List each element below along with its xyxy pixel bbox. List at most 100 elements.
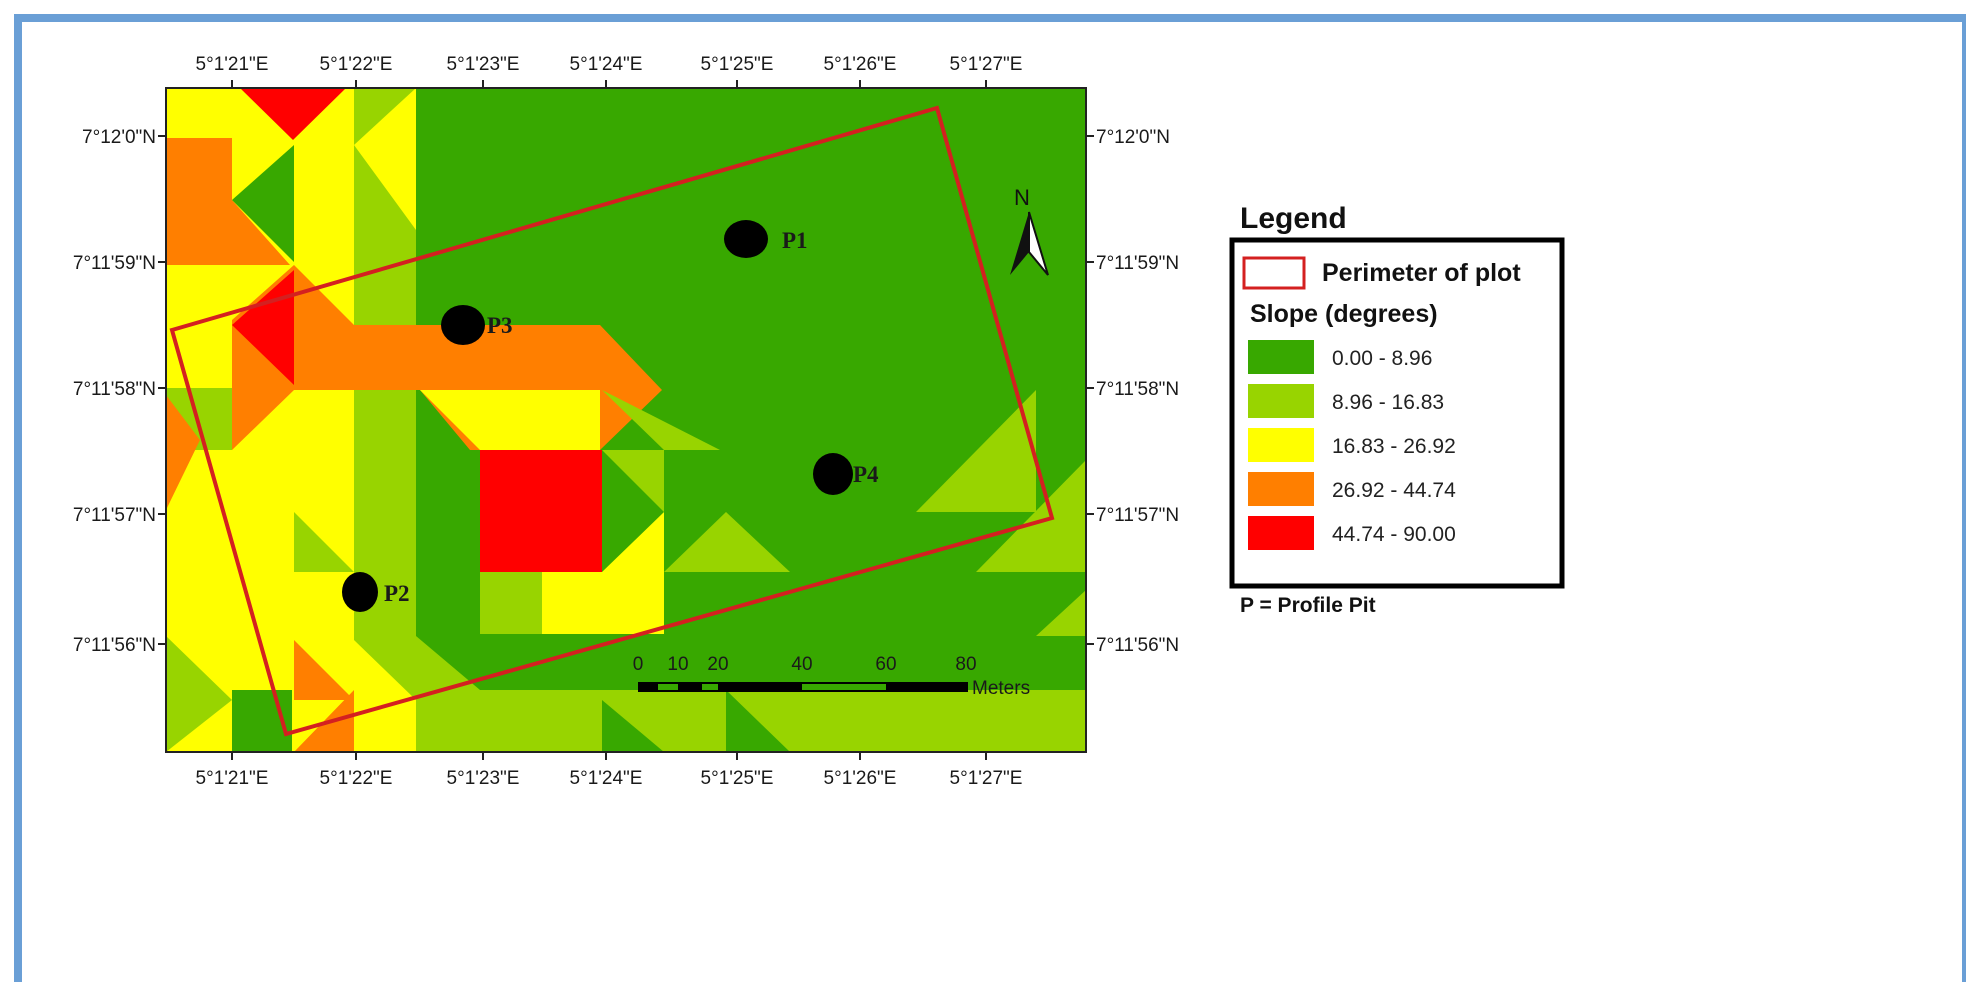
legend-swatch xyxy=(1248,340,1314,374)
slope-zone xyxy=(480,450,602,572)
slope-zone xyxy=(232,145,294,262)
x-tick-label-top: 5°1'21"E xyxy=(196,54,269,75)
x-tick-label-top: 5°1'27"E xyxy=(950,54,1023,75)
north-label: N xyxy=(1014,185,1030,210)
x-tick-label-top: 5°1'23"E xyxy=(447,54,520,75)
north-arrow-icon: N xyxy=(1010,185,1049,276)
y-tick-label-right: 7°11'56"N xyxy=(1096,635,1179,656)
y-tick-label-left: 7°12'0"N xyxy=(82,127,156,148)
y-tick-label-right: 7°11'57"N xyxy=(1096,505,1179,526)
profile-pit-label: P1 xyxy=(782,228,808,253)
slope-zone xyxy=(166,138,290,265)
scale-tick-20: 20 xyxy=(707,654,728,675)
scale-bar: 0 10 20 40 60 80 Meters xyxy=(633,654,1030,699)
profile-pit-label: P2 xyxy=(384,581,410,606)
x-tick-label-top: 5°1'24"E xyxy=(570,54,643,75)
scale-bar-segment xyxy=(802,684,886,690)
scale-tick-40: 40 xyxy=(791,654,812,675)
slope-zone xyxy=(1036,590,1086,636)
x-tick-label-bottom: 5°1'24"E xyxy=(570,768,643,789)
x-tick-label-bottom: 5°1'23"E xyxy=(447,768,520,789)
profile-pit-marker xyxy=(813,453,853,495)
legend-class-label: 0.00 - 8.96 xyxy=(1332,347,1432,370)
slope-zone xyxy=(664,512,790,572)
scale-unit: Meters xyxy=(972,678,1030,699)
slope-zone xyxy=(916,390,1036,512)
x-tick-label-bottom: 5°1'22"E xyxy=(320,768,393,789)
legend-swatch xyxy=(1248,516,1314,550)
legend-swatch xyxy=(1248,384,1314,418)
scale-tick-10: 10 xyxy=(667,654,688,675)
y-tick-label-left: 7°11'57"N xyxy=(73,505,156,526)
slope-zone xyxy=(420,390,600,450)
slope-zone xyxy=(602,512,664,572)
y-tick-label-left: 7°11'59"N xyxy=(73,253,156,274)
slope-zone xyxy=(354,450,416,700)
legend-swatch xyxy=(1248,428,1314,462)
scale-tick-0: 0 xyxy=(633,654,644,675)
scale-bar-segment xyxy=(702,684,718,690)
slope-zone xyxy=(602,700,664,752)
y-axis-ticks-right: 7°12'0"N 7°11'59"N 7°11'58"N 7°11'57"N 7°11'… xyxy=(1086,127,1179,656)
map-border xyxy=(165,87,1087,753)
north-arrow-left-half xyxy=(1010,212,1029,275)
legend-swatch xyxy=(1248,472,1314,506)
north-arrow-right-half xyxy=(1028,211,1049,276)
slope-zone xyxy=(602,450,664,512)
y-axis-ticks-left: 7°12'0"N 7°11'59"N 7°11'58"N 7°11'57"N 7°11'… xyxy=(73,127,166,656)
slope-zone xyxy=(976,460,1086,572)
slope-zone xyxy=(240,88,346,140)
plot-perimeter xyxy=(169,105,1055,737)
slope-raster xyxy=(165,87,1087,753)
x-tick-label-top: 5°1'25"E xyxy=(701,54,774,75)
profile-pit-label: P4 xyxy=(853,462,879,487)
slope-zone xyxy=(416,636,1086,752)
profile-pit-p2: P2 xyxy=(342,572,410,612)
x-axis-ticks-top: 5°1'21"E 5°1'22"E 5°1'23"E 5°1'24"E 5°1'25"E… xyxy=(196,54,1023,88)
y-tick-label-left: 7°11'56"N xyxy=(73,635,156,656)
slope-zone xyxy=(542,572,664,634)
x-tick-label-bottom: 5°1'27"E xyxy=(950,768,1023,789)
legend-class-label: 16.83 - 26.92 xyxy=(1332,435,1456,458)
slope-zone xyxy=(294,690,354,752)
profile-pit-p1: P1 xyxy=(724,220,808,258)
legend-title: Legend xyxy=(1240,202,1347,235)
legend: Legend Perimeter of plot Slope (degrees)… xyxy=(1229,202,1565,617)
figure-frame xyxy=(14,14,1966,982)
y-tick-label-left: 7°11'58"N xyxy=(73,379,156,400)
perimeter-swatch xyxy=(1242,256,1306,290)
x-tick-label-bottom: 5°1'26"E xyxy=(824,768,897,789)
y-tick-label-right: 7°11'59"N xyxy=(1096,253,1179,274)
x-axis-ticks-bottom: 5°1'21"E 5°1'22"E 5°1'23"E 5°1'24"E 5°1'25"E… xyxy=(196,752,1023,789)
profile-pit-p4: P4 xyxy=(813,453,879,495)
scale-bar-segment xyxy=(658,684,678,690)
slope-zone xyxy=(294,640,354,700)
profile-pit-marker xyxy=(724,220,768,258)
x-tick-label-bottom: 5°1'25"E xyxy=(701,768,774,789)
scale-tick-60: 60 xyxy=(875,654,896,675)
profile-pit-p3: P3 xyxy=(441,305,513,345)
slope-zone xyxy=(602,390,720,450)
perimeter-label: Perimeter of plot xyxy=(1322,259,1521,287)
y-tick-label-right: 7°11'58"N xyxy=(1096,379,1179,400)
legend-class-label: 26.92 - 44.74 xyxy=(1332,479,1456,502)
x-tick-label-bottom: 5°1'21"E xyxy=(196,768,269,789)
profile-pit-marker xyxy=(342,572,378,612)
legend-class-label: 8.96 - 16.83 xyxy=(1332,391,1444,414)
slope-zone xyxy=(166,636,232,752)
profile-pit-label: P3 xyxy=(487,313,513,338)
x-tick-label-top: 5°1'26"E xyxy=(824,54,897,75)
slope-title: Slope (degrees) xyxy=(1250,300,1438,328)
legend-note: P = Profile Pit xyxy=(1240,594,1376,617)
slope-zone xyxy=(726,690,790,752)
y-tick-label-right: 7°12'0"N xyxy=(1096,127,1170,148)
legend-class-label: 44.74 - 90.00 xyxy=(1332,523,1456,546)
legend-classes: 0.00 - 8.96 8.96 - 16.83 16.83 - 26.92 26.9… xyxy=(1248,340,1456,550)
slope-zone xyxy=(480,572,542,634)
slope-zone xyxy=(166,395,200,510)
scale-tick-80: 80 xyxy=(955,654,976,675)
slope-zone xyxy=(294,512,354,572)
x-tick-label-top: 5°1'22"E xyxy=(320,54,393,75)
slope-zone xyxy=(354,88,416,230)
